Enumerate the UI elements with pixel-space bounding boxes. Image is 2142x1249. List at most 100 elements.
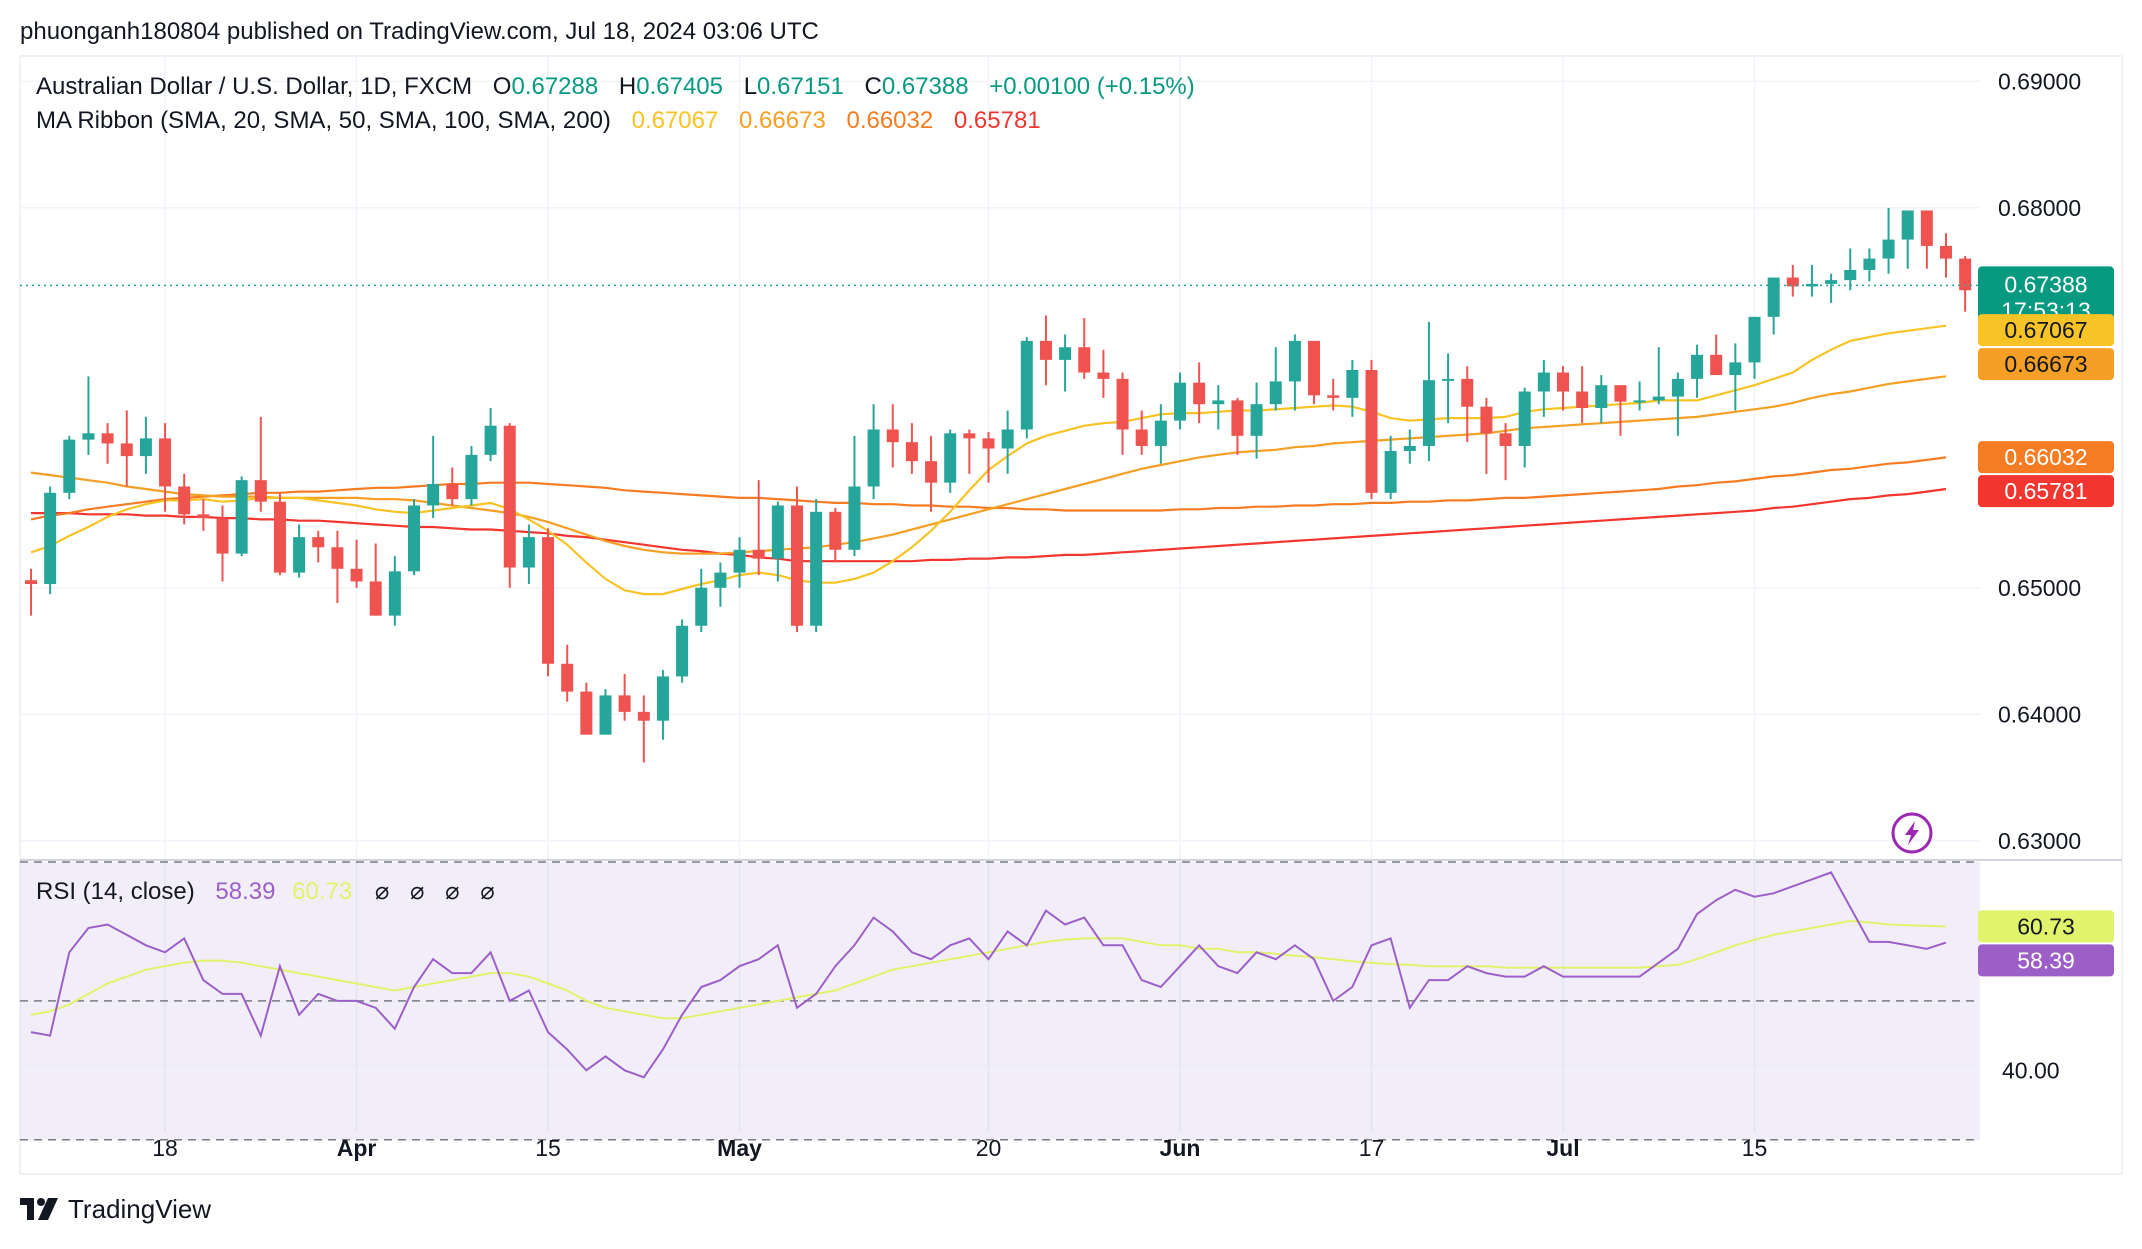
rsi-legend[interactable]: RSI (14, close) 58.39 60.73 ⌀ ⌀ ⌀ ⌀: [36, 878, 495, 905]
candle[interactable]: [139, 416, 152, 474]
candle[interactable]: [1288, 334, 1301, 411]
candle[interactable]: [1920, 210, 1933, 269]
candle[interactable]: [1231, 397, 1244, 455]
candle[interactable]: [1059, 334, 1072, 392]
candle[interactable]: [1116, 372, 1129, 455]
candle[interactable]: [695, 568, 708, 633]
rsi-line[interactable]: [30, 871, 1947, 1079]
candle[interactable]: [1193, 362, 1206, 424]
candle[interactable]: [599, 689, 612, 735]
candle[interactable]: [1882, 207, 1895, 274]
candle[interactable]: [1308, 340, 1321, 405]
candle[interactable]: [656, 670, 669, 740]
candle[interactable]: [369, 543, 382, 616]
candle[interactable]: [216, 505, 229, 582]
candle[interactable]: [1422, 321, 1435, 462]
candle[interactable]: [982, 432, 995, 483]
candle[interactable]: [791, 486, 803, 633]
sma100-line[interactable]: [30, 456, 1947, 521]
candle[interactable]: [1346, 359, 1359, 417]
candle[interactable]: [810, 499, 823, 633]
candle[interactable]: [676, 619, 689, 683]
candle[interactable]: [120, 410, 133, 487]
candle[interactable]: [618, 673, 631, 721]
candle[interactable]: [503, 423, 516, 588]
candle[interactable]: [25, 568, 37, 616]
candle[interactable]: [1633, 381, 1646, 411]
candle[interactable]: [637, 695, 650, 763]
candle[interactable]: [1825, 273, 1838, 303]
candles-layer[interactable]: [25, 207, 2010, 763]
candle[interactable]: [1652, 347, 1665, 405]
time-axis[interactable]: 18 Apr 15 May 20 Jun 17 Jul 15: [152, 1135, 1767, 1161]
ma-ribbon-legend[interactable]: MA Ribbon (SMA, 20, SMA, 50, SMA, 100, S…: [36, 107, 1041, 134]
candle[interactable]: [446, 467, 459, 506]
candle[interactable]: [1135, 410, 1148, 455]
candle[interactable]: [312, 530, 325, 563]
candle[interactable]: [522, 524, 535, 584]
candle[interactable]: [1461, 366, 1474, 443]
candle[interactable]: [1901, 210, 1914, 269]
candle[interactable]: [1250, 382, 1263, 459]
candle[interactable]: [101, 423, 114, 464]
candle[interactable]: [1671, 372, 1684, 436]
candle[interactable]: [254, 416, 267, 512]
candle[interactable]: [1959, 256, 1972, 312]
candle[interactable]: [331, 530, 344, 603]
candle[interactable]: [848, 435, 861, 557]
sma50-line[interactable]: [30, 375, 1947, 555]
candle[interactable]: [886, 404, 899, 468]
sma200-line[interactable]: [31, 487, 1947, 563]
candle[interactable]: [1767, 277, 1780, 335]
candle[interactable]: [1097, 349, 1110, 398]
candle[interactable]: [1518, 387, 1531, 468]
candle[interactable]: [388, 556, 401, 626]
rsi-ma-line[interactable]: [30, 919, 1947, 1020]
candle[interactable]: [1001, 410, 1014, 474]
candle[interactable]: [580, 682, 593, 735]
candle[interactable]: [1365, 359, 1378, 500]
candle[interactable]: [1442, 353, 1455, 424]
candle[interactable]: [771, 501, 784, 582]
candle[interactable]: [829, 508, 842, 563]
candle[interactable]: [465, 445, 478, 506]
candle[interactable]: [1384, 435, 1397, 500]
candle[interactable]: [1557, 366, 1569, 411]
candle[interactable]: [1940, 233, 1952, 278]
candle[interactable]: [1691, 344, 1704, 398]
candle[interactable]: [1499, 423, 1512, 481]
candle[interactable]: [1174, 372, 1186, 430]
candle[interactable]: [63, 435, 76, 500]
candle[interactable]: [1078, 318, 1091, 379]
candle[interactable]: [293, 524, 306, 578]
candle[interactable]: [427, 435, 440, 519]
candle[interactable]: [1729, 343, 1742, 411]
tradingview-logo[interactable]: TradingView: [20, 1194, 211, 1224]
price-axis[interactable]: 0.69000 0.68000 0.65000 0.64000 0.63000 40.00: [1998, 68, 2081, 1083]
candle[interactable]: [1786, 264, 1799, 297]
candle[interactable]: [1614, 385, 1627, 436]
candle[interactable]: [963, 429, 976, 474]
candle[interactable]: [905, 423, 918, 474]
candle[interactable]: [350, 539, 363, 588]
candle[interactable]: [408, 499, 420, 576]
candle[interactable]: [44, 486, 57, 595]
candle[interactable]: [752, 480, 765, 576]
candle[interactable]: [867, 404, 880, 500]
candle[interactable]: [1403, 429, 1416, 464]
candle[interactable]: [714, 562, 727, 607]
candle[interactable]: [1710, 334, 1723, 376]
candle[interactable]: [1595, 375, 1608, 424]
candle[interactable]: [1576, 366, 1589, 424]
candle[interactable]: [733, 537, 746, 588]
lightning-icon[interactable]: [1891, 812, 1933, 854]
candle[interactable]: [178, 473, 191, 525]
symbol-legend[interactable]: Australian Dollar / U.S. Dollar, 1D, FXC…: [36, 73, 1195, 100]
candle[interactable]: [1480, 397, 1493, 474]
candle[interactable]: [1212, 385, 1225, 430]
candle[interactable]: [82, 376, 95, 455]
candle[interactable]: [1805, 264, 1818, 297]
candle[interactable]: [1327, 378, 1340, 411]
candle[interactable]: [1863, 248, 1876, 282]
candle[interactable]: [1537, 359, 1550, 417]
